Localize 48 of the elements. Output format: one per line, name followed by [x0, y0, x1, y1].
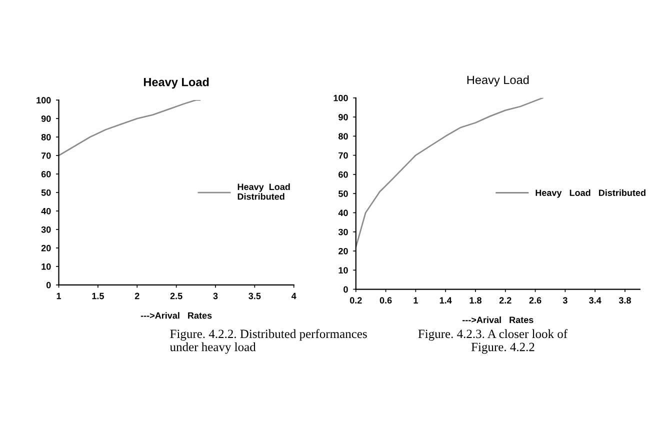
- y-tick-label: 0: [344, 286, 348, 293]
- y-tick-label: 20: [338, 248, 348, 254]
- x-tick-label: 0.2: [350, 297, 362, 304]
- text: Figure. 4.2.3. A closer look of Figure. 4.2.2: [418, 329, 568, 354]
- y-tick-label: 80: [338, 133, 348, 140]
- x-tick-label: 3: [213, 292, 218, 300]
- y-tick-label: 0: [46, 282, 51, 288]
- y-tick-label: 80: [41, 134, 51, 140]
- x-tick-label: 1.8: [470, 297, 482, 304]
- x-tick-label: 1.4: [440, 297, 452, 304]
- x-tick-label: 1.5: [92, 292, 104, 300]
- y-tick-label: 60: [338, 171, 348, 178]
- x-tick-label: 1: [56, 292, 62, 300]
- x-tick-label: 2.2: [499, 297, 512, 304]
- y-tick-label: 30: [41, 226, 51, 233]
- y-tick-label: 40: [41, 208, 51, 214]
- x-axis-title: --->Arival Rates: [140, 312, 212, 319]
- y-tick-label: 100: [334, 94, 348, 102]
- y-tick-label: 100: [36, 97, 51, 104]
- x-tick-label: 2.6: [529, 297, 542, 304]
- x-tick-label: 2.5: [170, 292, 182, 300]
- x-tick-label: 4: [291, 292, 296, 300]
- x-tick-label: 3: [562, 297, 568, 304]
- x-tick-label: 0.6: [380, 297, 392, 304]
- chart-title: Heavy Load: [144, 78, 209, 89]
- y-tick-label: 90: [338, 114, 348, 120]
- y-tick-label: 50: [338, 190, 348, 197]
- x-axis-title: --->Arival Rates: [462, 316, 534, 324]
- x-tick-label: 1: [414, 297, 418, 304]
- x-tick-label: 3.4: [589, 297, 602, 304]
- legend-label: Heavy Load Distributed: [536, 189, 646, 198]
- y-tick-label: 60: [41, 170, 51, 178]
- text: Figure. 4.2.2. Distributed performances under heavy load: [170, 329, 367, 354]
- y-tick-label: 10: [42, 263, 51, 270]
- chart-title: Heavy Load: [467, 75, 529, 86]
- line-series: [58, 100, 201, 156]
- y-tick-label: 30: [338, 228, 348, 236]
- legend-label: Heavy Load Distributed: [238, 183, 290, 200]
- y-tick-label: 50: [41, 189, 51, 196]
- y-tick-label: 90: [41, 116, 51, 122]
- y-tick-label: 70: [41, 152, 51, 159]
- y-tick-label: 10: [338, 267, 348, 274]
- x-tick-label: 3.8: [618, 297, 631, 304]
- x-tick-label: 2: [134, 292, 140, 300]
- y-tick-label: 20: [41, 244, 51, 252]
- y-tick-label: 70: [338, 152, 348, 159]
- y-tick-label: 40: [338, 210, 348, 216]
- x-tick-label: 3.5: [248, 292, 261, 300]
